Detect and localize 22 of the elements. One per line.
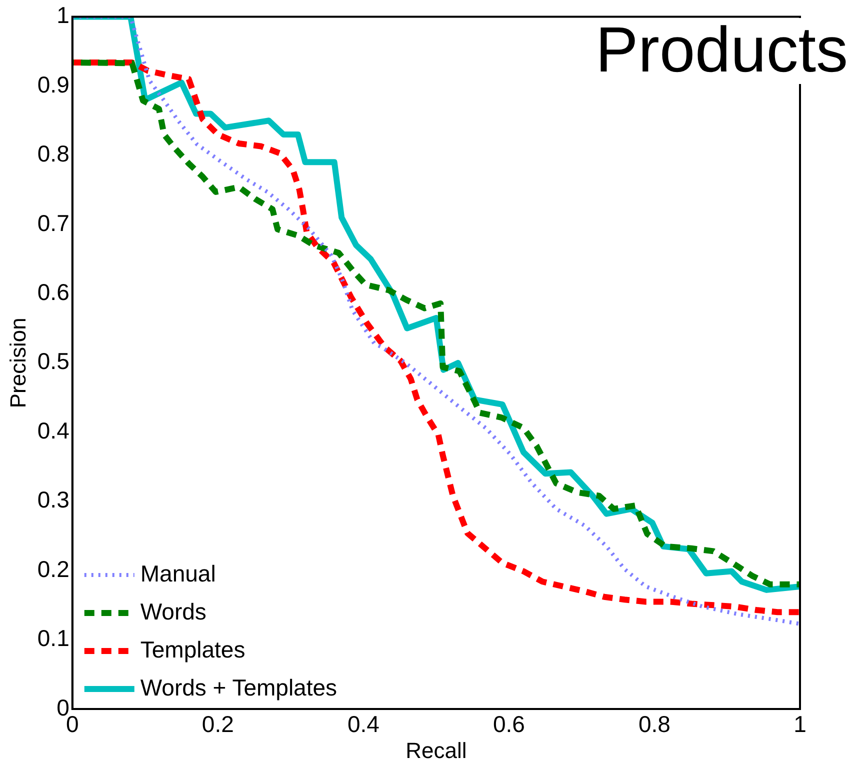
legend-label: Words — [140, 598, 206, 624]
chart-title: Products — [595, 14, 848, 86]
y-tick-label: 0.5 — [37, 348, 70, 374]
y-tick-label: 0.9 — [37, 71, 70, 98]
legend-label: Templates — [140, 636, 246, 662]
y-tick-label: 0.4 — [37, 417, 70, 444]
x-tick-label: 0.2 — [202, 711, 234, 738]
legend-label: Manual — [140, 560, 216, 586]
x-tick-label: 0.8 — [638, 711, 670, 738]
x-axis-title: Recall — [406, 738, 467, 763]
legend-label: Words + Templates — [140, 674, 338, 700]
y-axis-title: Precision — [5, 318, 30, 408]
y-tick-label: 0.7 — [37, 210, 70, 236]
y-tick-label: 0.2 — [37, 556, 70, 582]
x-tick-label: 1 — [794, 711, 806, 738]
y-tick-label: 0.3 — [37, 486, 70, 513]
x-tick-label: 0.6 — [492, 711, 525, 738]
y-tick-label: 1 — [56, 2, 70, 28]
x-tick-label: 0.4 — [347, 711, 380, 738]
y-tick-label: 0.8 — [37, 140, 70, 167]
y-tick-label: 0.1 — [37, 625, 70, 652]
y-tick-label: 0.6 — [37, 279, 70, 306]
